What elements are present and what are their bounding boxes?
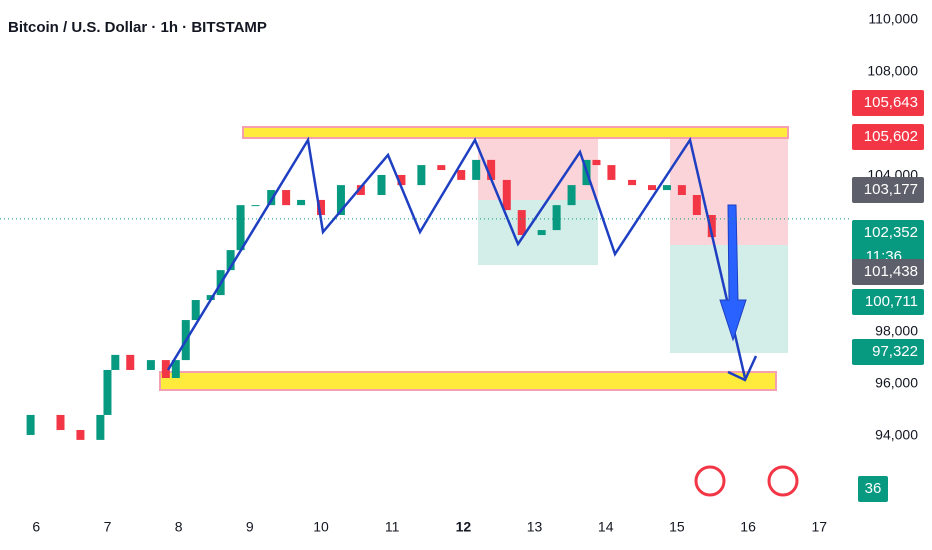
candle bbox=[647, 185, 656, 191]
x-tick-label: 7 bbox=[104, 519, 112, 535]
y-tick-label: 110,000 bbox=[868, 11, 918, 27]
candle bbox=[628, 179, 637, 186]
x-tick-label: 13 bbox=[527, 519, 543, 535]
resistance-zone bbox=[242, 126, 789, 139]
x-tick-label: 6 bbox=[32, 519, 40, 535]
y-tick-label: 108,000 bbox=[867, 63, 918, 79]
price-tag-label: 105,643 bbox=[864, 94, 918, 111]
candle bbox=[96, 414, 105, 440]
volume-tag bbox=[858, 476, 888, 502]
price-tag-label: 101,438 bbox=[864, 263, 918, 280]
event-icons bbox=[694, 465, 799, 497]
chart-title: Bitcoin / U.S. Dollar · 1h · BITSTAMP bbox=[8, 19, 267, 36]
y-tick-label: 94,000 bbox=[875, 427, 918, 443]
candle bbox=[472, 159, 481, 180]
price-tag bbox=[852, 124, 924, 150]
candle bbox=[103, 369, 112, 415]
x-tick-label: 15 bbox=[669, 519, 685, 535]
candle bbox=[236, 205, 245, 251]
candle bbox=[317, 199, 326, 216]
candle bbox=[297, 199, 306, 206]
y-tick-label: 96,000 bbox=[875, 375, 918, 391]
event-icon bbox=[767, 465, 799, 497]
candle bbox=[111, 354, 120, 370]
candle bbox=[26, 414, 35, 435]
candle bbox=[191, 300, 200, 321]
candle bbox=[677, 185, 686, 195]
price-tag-label: 97,322 bbox=[872, 343, 918, 360]
y-tick-label: 98,000 bbox=[875, 323, 918, 339]
price-tag-label: 102,352 bbox=[864, 224, 918, 241]
support-zone bbox=[159, 371, 777, 391]
price-tag-label: 103,177 bbox=[864, 181, 918, 198]
candle bbox=[537, 230, 546, 236]
price-tag bbox=[852, 259, 924, 285]
candle bbox=[417, 165, 426, 186]
candle bbox=[592, 159, 601, 166]
candle bbox=[171, 360, 180, 379]
price-tag bbox=[852, 177, 924, 203]
candle bbox=[161, 360, 170, 379]
candle bbox=[692, 194, 701, 216]
candle bbox=[336, 185, 345, 216]
candle bbox=[267, 190, 276, 206]
candle bbox=[56, 414, 65, 431]
candle bbox=[437, 165, 446, 171]
zigzag bbox=[166, 136, 747, 379]
candle bbox=[457, 170, 466, 180]
candle bbox=[502, 179, 511, 211]
candle bbox=[707, 215, 716, 238]
arrow-head bbox=[727, 355, 758, 382]
candle bbox=[567, 185, 576, 206]
candle bbox=[282, 190, 291, 206]
price-tag-label: 100,711 bbox=[865, 293, 918, 310]
candle bbox=[397, 174, 406, 186]
candle bbox=[377, 174, 386, 195]
candle bbox=[517, 210, 526, 236]
down-arrow bbox=[719, 204, 747, 342]
x-tick-label: 14 bbox=[598, 519, 614, 535]
pattern bbox=[166, 136, 758, 382]
candle bbox=[607, 165, 616, 180]
x-tick-label: 8 bbox=[175, 519, 183, 535]
candle bbox=[487, 159, 496, 180]
candle bbox=[552, 205, 561, 231]
x-tick-label: 16 bbox=[740, 519, 756, 535]
candle bbox=[662, 185, 671, 191]
candle bbox=[76, 430, 85, 440]
price-tag bbox=[852, 289, 924, 315]
x-tick-label: 9 bbox=[246, 519, 254, 535]
candle bbox=[226, 250, 235, 271]
plot bbox=[26, 159, 716, 440]
volume-tag-label: 36 bbox=[865, 480, 882, 497]
x-tick-label: 12 bbox=[456, 519, 472, 535]
candle bbox=[251, 205, 260, 207]
price-tag bbox=[852, 220, 924, 270]
event-icon bbox=[694, 465, 726, 497]
x-tick-label: 11 bbox=[385, 519, 400, 535]
candle bbox=[126, 354, 135, 370]
candle bbox=[356, 185, 365, 195]
candle bbox=[146, 360, 155, 370]
stop-zone bbox=[478, 137, 598, 200]
price-tag-label: 105,602 bbox=[864, 128, 918, 145]
price-tag bbox=[852, 339, 924, 365]
x-tick-label: 17 bbox=[811, 519, 827, 535]
price-tag bbox=[852, 90, 924, 116]
x-tick-label: 10 bbox=[313, 519, 329, 535]
